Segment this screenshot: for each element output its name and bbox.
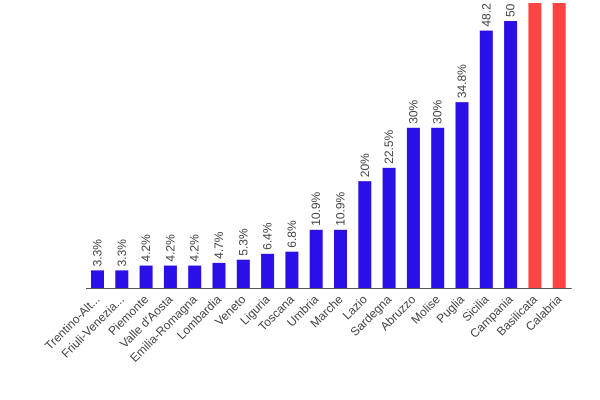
bar-piemonte — [139, 265, 153, 288]
data-label-toscana: 6.8% — [285, 220, 299, 248]
data-label-liguria: 6.4% — [261, 222, 275, 250]
data-label-piemonte: 4.2% — [139, 234, 153, 262]
bar-umbria — [309, 229, 323, 288]
bar-valle-d-aosta — [163, 265, 177, 288]
bar-friuli-venezia — [115, 270, 129, 288]
data-label-valle-d-aosta: 4.2% — [163, 234, 177, 262]
bar-veneto — [236, 259, 250, 288]
bar-lombardia — [212, 262, 226, 288]
bar-puglia — [455, 102, 469, 288]
bar-toscana — [285, 251, 299, 288]
bars-group — [91, 3, 566, 288]
bar-liguria — [261, 253, 275, 288]
bar-campania — [504, 21, 518, 288]
data-label-sardegna: 22.5% — [382, 129, 396, 163]
data-label-friuli-venezia: 3.3% — [115, 239, 129, 267]
bar-basilicata — [528, 3, 542, 288]
bar-marche — [334, 229, 347, 288]
bar-emilia-romagna — [188, 265, 202, 288]
data-label-campania: 50 — [504, 3, 518, 17]
bar-sardegna — [382, 167, 396, 288]
data-label-lazio: 20% — [358, 153, 372, 177]
x-tick-label-puglia: Puglia — [434, 292, 468, 326]
bar-molise — [431, 127, 445, 288]
data-label-lombardia: 4.7% — [212, 231, 226, 259]
data-label-puglia: 34.8% — [455, 64, 469, 98]
data-label-abruzzo: 30% — [406, 99, 420, 123]
data-label-trentino-alt: 3.3% — [91, 239, 105, 267]
data-label-veneto: 5.3% — [236, 228, 250, 256]
data-label-sicilia: 48.2 — [479, 3, 493, 27]
bar-abruzzo — [406, 127, 420, 288]
bar-sicilia — [479, 30, 493, 288]
data-label-marche: 10.9% — [334, 191, 348, 225]
bar-trentino-alt — [91, 270, 104, 288]
x-tick-labels-group: Trentino-Alt...Friuli-Venezia...Piemonte… — [42, 292, 564, 365]
data-label-umbria: 10.9% — [309, 191, 323, 225]
bar-calabria — [552, 3, 566, 288]
bar-lazio — [358, 181, 372, 288]
data-labels-group: 3.3% 3.3% 4.2% 4.2% 4.2% 4.7% 5.3% 6.4% 6.8% 10.9… — [91, 3, 518, 266]
data-label-molise: 30% — [431, 99, 445, 123]
data-label-emilia-romagna: 4.2% — [188, 234, 202, 262]
